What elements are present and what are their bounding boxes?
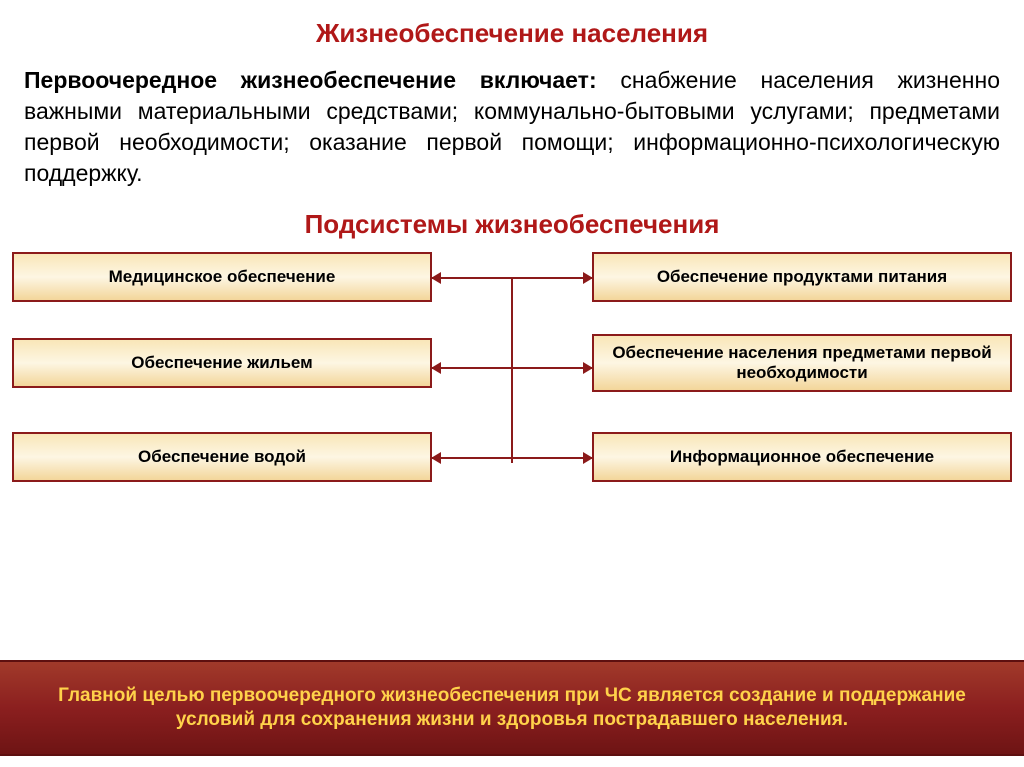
subsystem-box-left-1: Обеспечение жильем	[12, 338, 432, 388]
intro-paragraph: Первоочередное жизнеобеспечение включает…	[0, 65, 1024, 209]
subsystem-box-right-0: Обеспечение продуктами питания	[592, 252, 1012, 302]
subsystem-box-left-0: Медицинское обеспечение	[12, 252, 432, 302]
connector-row-1	[432, 367, 592, 369]
connector-row-2	[432, 457, 592, 459]
diagram-subtitle: Подсистемы жизнеобеспечения	[0, 209, 1024, 252]
footer-text: Главной целью первоочередного жизнеобесп…	[30, 684, 994, 732]
intro-bold: Первоочередное жизнеобеспечение включает…	[24, 67, 597, 93]
subsystem-box-right-1: Обеспечение населения предметами первой …	[592, 334, 1012, 392]
connector-vertical	[511, 277, 513, 463]
page-title: Жизнеобеспечение населения	[0, 0, 1024, 65]
subsystem-box-left-2: Обеспечение водой	[12, 432, 432, 482]
subsystem-box-right-2: Информационное обеспечение	[592, 432, 1012, 482]
footer-goal-band: Главной целью первоочередного жизнеобесп…	[0, 660, 1024, 756]
connector-row-0	[432, 277, 592, 279]
subsystems-diagram: Медицинское обеспечение Обеспечение проду…	[0, 252, 1024, 542]
